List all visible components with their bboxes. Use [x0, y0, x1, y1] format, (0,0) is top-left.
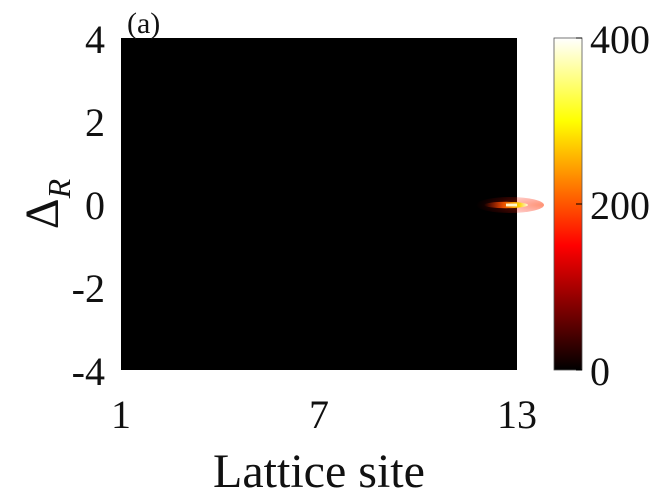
colorbar-tick-label: 400: [590, 17, 650, 62]
y-axis: 4 2 0 -2 -4: [72, 17, 105, 394]
svg-text:ΔR: ΔR: [16, 178, 77, 229]
y-axis-label-subscript: R: [41, 178, 77, 199]
x-tick-label: 1: [111, 392, 131, 437]
heatmap-area: [121, 38, 517, 370]
panel-label: (a): [127, 7, 160, 40]
y-tick-label: 0: [85, 183, 105, 228]
x-tick-label: 13: [497, 392, 537, 437]
colorbar-tick-label: 0: [590, 349, 610, 394]
y-axis-label-main: Δ: [16, 198, 69, 229]
y-axis-label: ΔR: [16, 178, 77, 229]
y-tick-label: -2: [72, 266, 105, 311]
y-tick-label: -4: [72, 349, 105, 394]
y-tick-label: 4: [85, 17, 105, 62]
colorbar-tick-label: 200: [590, 183, 650, 228]
colorbar: 400 200 0: [553, 17, 650, 394]
y-tick-label: 2: [85, 100, 105, 145]
x-tick-label: 7: [309, 392, 329, 437]
x-axis-label: Lattice site: [213, 445, 425, 498]
heatmap-hotspot: [476, 197, 544, 213]
hotspot-core: [506, 203, 517, 207]
x-axis: 1 7 13: [111, 392, 537, 437]
